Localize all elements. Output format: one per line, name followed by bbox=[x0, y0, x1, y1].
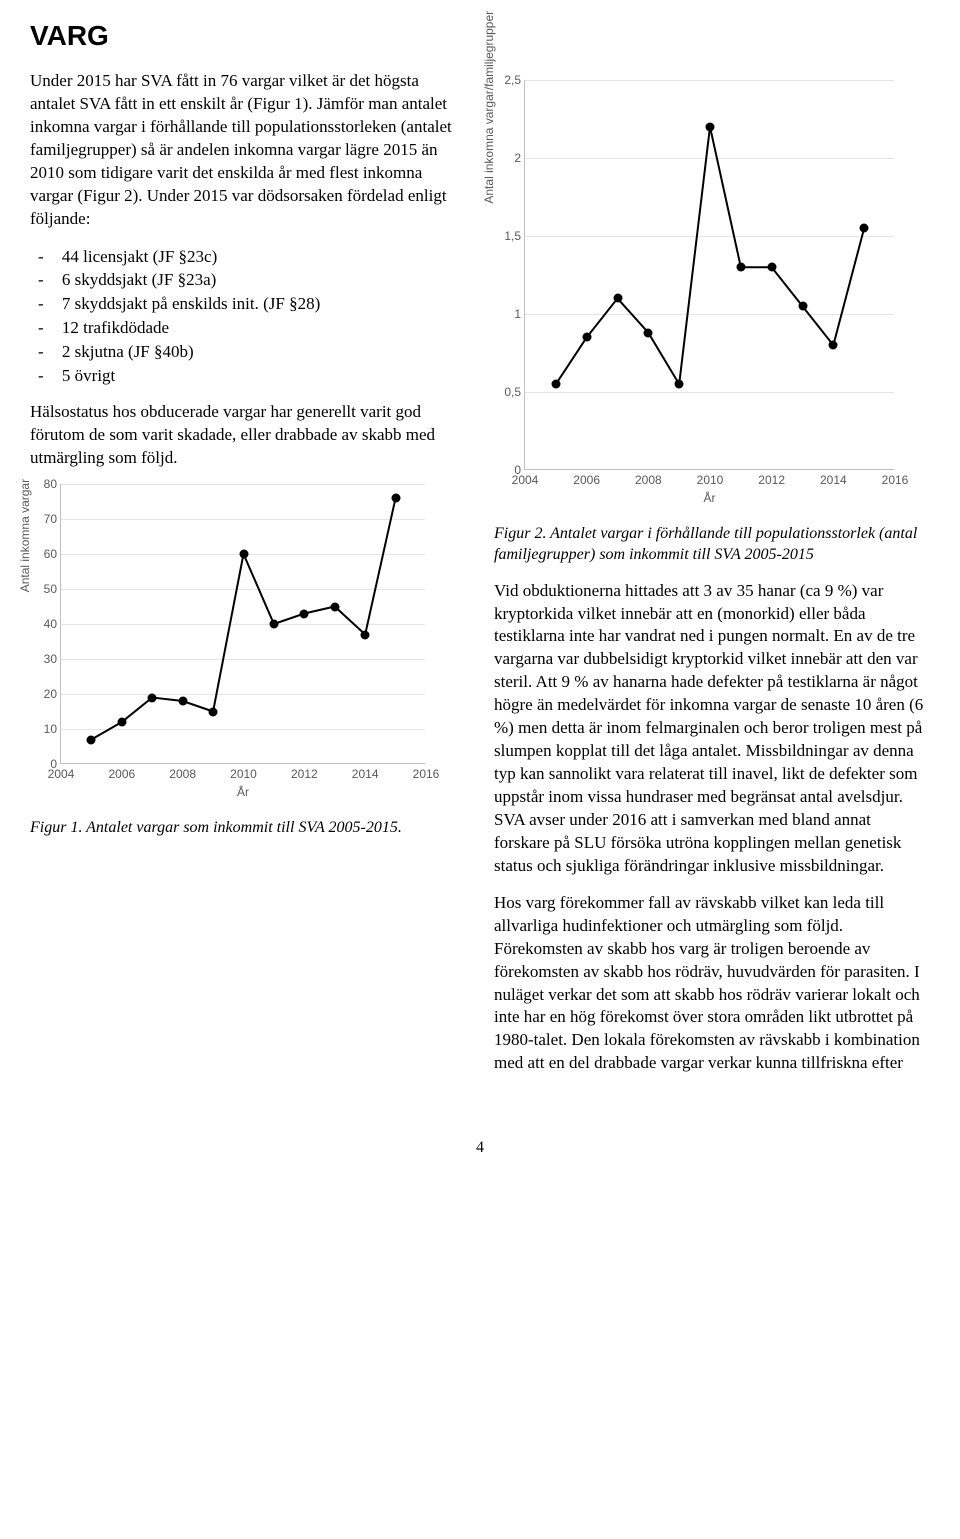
y-tick-label: 80 bbox=[33, 477, 57, 491]
data-point bbox=[330, 602, 339, 611]
data-point bbox=[178, 697, 187, 706]
x-tick-label: 2006 bbox=[573, 473, 600, 487]
y-tick-label: 2,5 bbox=[497, 73, 521, 87]
data-point bbox=[582, 333, 591, 342]
right-column: Antal inkomna vargar/familjegrupper 00,5… bbox=[494, 70, 930, 1089]
chart1-ylabel: Antal inkomna vargar bbox=[18, 479, 32, 592]
list-item: 44 licensjakt (JF §23c) bbox=[60, 245, 466, 269]
list-item: 7 skyddsjakt på enskilds init. (JF §28) bbox=[60, 292, 466, 316]
x-tick-label: 2010 bbox=[230, 767, 257, 781]
para-obduktion: Vid obduktionerna hittades att 3 av 35 h… bbox=[494, 580, 930, 878]
data-point bbox=[300, 609, 309, 618]
x-tick-label: 2012 bbox=[291, 767, 318, 781]
data-point bbox=[829, 341, 838, 350]
x-axis-label: År bbox=[237, 785, 249, 799]
page-title: VARG bbox=[30, 20, 930, 52]
data-point bbox=[269, 620, 278, 629]
para-intro: Under 2015 har SVA fått in 76 vargar vil… bbox=[30, 70, 466, 231]
y-tick-label: 1 bbox=[497, 307, 521, 321]
data-point bbox=[613, 294, 622, 303]
figure-2-chart: Antal inkomna vargar/familjegrupper 00,5… bbox=[494, 80, 930, 520]
y-tick-label: 60 bbox=[33, 547, 57, 561]
y-tick-label: 20 bbox=[33, 687, 57, 701]
cause-list: 44 licensjakt (JF §23c) 6 skyddsjakt (JF… bbox=[60, 245, 466, 388]
x-tick-label: 2014 bbox=[352, 767, 379, 781]
data-point bbox=[860, 224, 869, 233]
data-point bbox=[706, 122, 715, 131]
data-point bbox=[87, 735, 96, 744]
para-skabb: Hos varg förekommer fall av rävskabb vil… bbox=[494, 892, 930, 1076]
y-tick-label: 50 bbox=[33, 582, 57, 596]
data-point bbox=[767, 263, 776, 272]
x-tick-label: 2016 bbox=[882, 473, 909, 487]
y-tick-label: 1,5 bbox=[497, 229, 521, 243]
data-point bbox=[644, 328, 653, 337]
y-tick-label: 0,5 bbox=[497, 385, 521, 399]
figure-2-caption: Figur 2. Antalet vargar i förhållande ti… bbox=[494, 524, 930, 566]
left-column: Under 2015 har SVA fått in 76 vargar vil… bbox=[30, 70, 466, 1089]
data-point bbox=[675, 380, 684, 389]
list-item: 6 skyddsjakt (JF §23a) bbox=[60, 268, 466, 292]
y-tick-label: 30 bbox=[33, 652, 57, 666]
figure-1-chart: Antal inkomna vargar 0102030405060708020… bbox=[30, 484, 466, 814]
list-item: 2 skjutna (JF §40b) bbox=[60, 340, 466, 364]
data-point bbox=[391, 494, 400, 503]
figure-1-caption: Figur 1. Antalet vargar som inkommit til… bbox=[30, 818, 466, 839]
y-tick-label: 2 bbox=[497, 151, 521, 165]
data-point bbox=[239, 550, 248, 559]
data-point bbox=[209, 707, 218, 716]
x-tick-label: 2004 bbox=[48, 767, 75, 781]
data-point bbox=[361, 630, 370, 639]
para-health: Hälsostatus hos obducerade vargar har ge… bbox=[30, 401, 466, 470]
data-point bbox=[117, 718, 126, 727]
x-tick-label: 2012 bbox=[758, 473, 785, 487]
list-item: 12 trafikdödade bbox=[60, 316, 466, 340]
x-tick-label: 2006 bbox=[108, 767, 135, 781]
data-point bbox=[798, 302, 807, 311]
data-point bbox=[148, 693, 157, 702]
x-tick-label: 2004 bbox=[512, 473, 539, 487]
x-tick-label: 2010 bbox=[697, 473, 724, 487]
y-tick-label: 40 bbox=[33, 617, 57, 631]
x-tick-label: 2014 bbox=[820, 473, 847, 487]
data-point bbox=[551, 380, 560, 389]
x-tick-label: 2016 bbox=[413, 767, 440, 781]
x-tick-label: 2008 bbox=[169, 767, 196, 781]
y-tick-label: 70 bbox=[33, 512, 57, 526]
chart2-ylabel: Antal inkomna vargar/familjegrupper bbox=[482, 11, 496, 204]
page-number: 4 bbox=[30, 1139, 930, 1157]
y-tick-label: 10 bbox=[33, 722, 57, 736]
list-item: 5 övrigt bbox=[60, 364, 466, 388]
x-axis-label: År bbox=[704, 491, 716, 505]
data-point bbox=[736, 263, 745, 272]
x-tick-label: 2008 bbox=[635, 473, 662, 487]
